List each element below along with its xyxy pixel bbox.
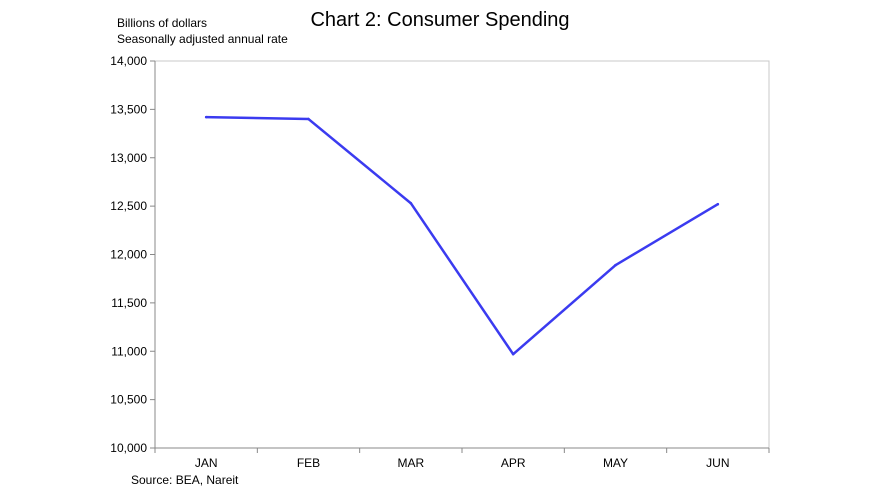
series-line-segment: [307, 117, 413, 205]
y-tick-label: 10,500: [110, 393, 147, 407]
data-point: [307, 117, 310, 121]
y-tick-label: 12,500: [110, 199, 147, 213]
series-line-segment: [614, 202, 720, 267]
data-point: [511, 352, 515, 356]
x-tick-label: FEB: [297, 456, 320, 470]
y-tick-label: 13,000: [110, 151, 147, 165]
series-layer: [204, 115, 720, 356]
data-point: [614, 263, 617, 267]
x-tick-label: JUN: [706, 456, 729, 470]
y-adjustment-note: Seasonally adjusted annual rate: [117, 32, 288, 46]
series-line-segment: [204, 115, 310, 121]
x-tick-label: MAY: [603, 456, 628, 470]
series-line-segment: [511, 263, 617, 356]
y-unit-note: Billions of dollars: [117, 16, 207, 30]
data-point: [716, 202, 720, 206]
x-axis-ticks: JAN FEB MAR APR MAY JUN: [154, 448, 770, 470]
data-point: [409, 201, 413, 205]
data-point: [204, 115, 208, 119]
y-tick-label: 12,000: [110, 248, 147, 262]
y-tick-label: 11,000: [111, 344, 147, 358]
x-tick-label: MAR: [397, 456, 424, 470]
x-tick-label: APR: [501, 456, 526, 470]
series-line-segment: [409, 201, 515, 356]
y-tick-label: 13,500: [110, 102, 147, 116]
y-tick-label: 11,500: [111, 296, 147, 310]
chart-title: Chart 2: Consumer Spending: [310, 9, 569, 31]
x-tick-label: JAN: [195, 456, 218, 470]
y-axis-ticks: 10,000 10,500 11,000 11,500 12,000 12,500 13,0…: [110, 54, 155, 455]
source-note: Source: BEA, Nareit: [131, 473, 239, 487]
y-tick-label: 14,000: [110, 54, 147, 68]
y-tick-label: 10,000: [110, 441, 147, 455]
